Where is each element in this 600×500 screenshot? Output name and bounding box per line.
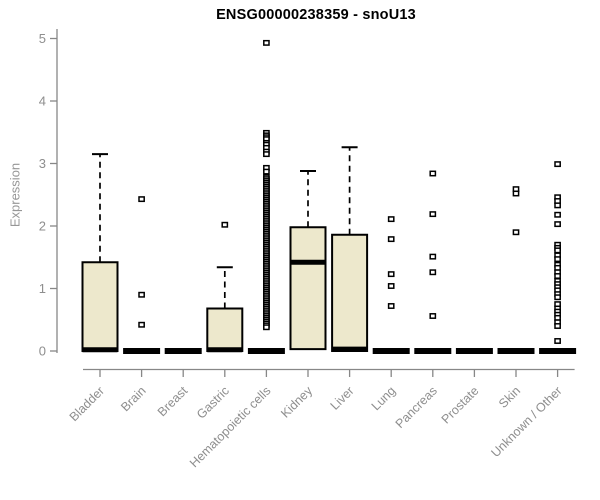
x-tick-label-gastric: Gastric [194, 384, 232, 422]
outlier-point-pancreas [429, 269, 437, 276]
chart-title: ENSG00000238359 - snoU13 [216, 7, 416, 23]
median-line-bladder [82, 347, 118, 353]
outlier-point-hematopoietic-cells [263, 151, 270, 158]
collapsed-box-brain [123, 348, 161, 354]
outlier-point-gastric [221, 221, 229, 228]
x-tick-label-liver: Liver [328, 384, 357, 413]
outlier-point-skin [512, 190, 520, 197]
outlier-point-brain [138, 291, 145, 298]
box-liver [331, 233, 369, 352]
x-tick-label-breast: Breast [155, 383, 191, 419]
outlier-point-hematopoietic-cells [263, 168, 270, 175]
box-gastric [206, 307, 244, 352]
outlier-point-lung [387, 236, 395, 243]
median-line-liver [332, 346, 368, 352]
box-kidney [289, 226, 327, 351]
outlier-point-brain [138, 196, 145, 203]
outlier-point-lung [387, 303, 395, 309]
outlier-point-lung [387, 271, 395, 278]
x-tick-label-skin: Skin [496, 384, 523, 411]
collapsed-box-pancreas [414, 348, 452, 354]
y-tick-label-1: 1 [39, 281, 46, 296]
collapsed-box-prostate [455, 348, 493, 354]
x-tick-label-pancreas: Pancreas [393, 384, 440, 431]
x-tick-label-hematopoietic-cells: Hematopoietic cells [187, 384, 274, 471]
collapsed-box-skin [497, 348, 535, 354]
outlier-point-unknown-other [554, 202, 561, 209]
outlier-point-brain [138, 321, 145, 328]
outlier-point-unknown-other [554, 221, 561, 228]
outlier-point-unknown-other [554, 338, 561, 344]
x-tick-label-brain: Brain [118, 384, 149, 415]
outlier-point-pancreas [429, 211, 437, 218]
x-tick-label-kidney: Kidney [278, 383, 315, 420]
median-line-kidney [290, 259, 326, 265]
y-tick-label-3: 3 [39, 156, 46, 171]
x-tick-label-bladder: Bladder [67, 384, 107, 424]
outlier-point-hematopoietic-cells [263, 39, 270, 46]
median-line-gastric [207, 347, 243, 353]
outlier-point-hematopoietic-cells [263, 324, 270, 331]
y-tick-label-0: 0 [39, 344, 46, 359]
y-tick-label-5: 5 [39, 31, 46, 46]
outlier-point-lung [387, 216, 395, 223]
x-tick-label-lung: Lung [369, 384, 399, 414]
outlier-point-unknown-other [554, 294, 561, 301]
outlier-point-unknown-other [554, 211, 561, 218]
box-bladder [81, 261, 119, 352]
outlier-point-unknown-other [554, 161, 561, 168]
outlier-point-unknown-other [554, 323, 561, 329]
collapsed-box-hematopoietic-cells [247, 348, 285, 354]
x-tick-label-prostate: Prostate [439, 384, 482, 427]
collapsed-box-breast [164, 348, 202, 354]
collapsed-box-unknown-other [539, 348, 577, 354]
outlier-point-skin [512, 229, 520, 236]
plot-area: 0 1 2 3 4 5 Bladder Brain Breast GastricHematopoi… [39, 29, 577, 471]
outlier-point-unknown-other [554, 247, 561, 254]
outlier-point-lung [387, 283, 395, 289]
outlier-point-pancreas [429, 313, 437, 319]
y-tick-label-2: 2 [39, 219, 46, 234]
collapsed-box-lung [372, 348, 410, 354]
outlier-point-unknown-other [554, 273, 561, 279]
y-tick-label-4: 4 [39, 94, 46, 109]
outlier-point-unknown-other [554, 256, 561, 263]
outlier-point-pancreas [429, 170, 437, 177]
outlier-point-pancreas [429, 253, 437, 260]
x-tick-label-unknown-other: Unknown / Other [488, 384, 564, 460]
